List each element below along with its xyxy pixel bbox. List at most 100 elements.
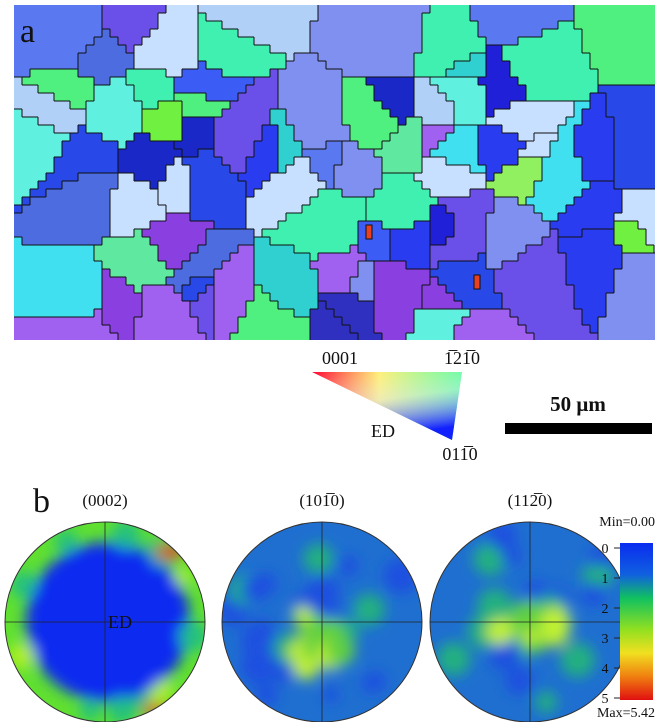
grain-cell [78, 69, 87, 78]
grain-cell [382, 77, 391, 86]
grain-cell [598, 301, 607, 310]
grain-cell [390, 253, 399, 262]
grain-cell [86, 333, 95, 342]
grain-cell [70, 29, 79, 38]
grain-cell [518, 261, 527, 270]
grain-cell [246, 149, 255, 158]
grain-cell [270, 45, 279, 54]
grain-cell [22, 157, 31, 166]
grain-cell [150, 245, 159, 254]
grain-cell [278, 5, 287, 14]
grain-cell [334, 13, 343, 22]
grain-cell [286, 53, 295, 62]
grain-cell [614, 133, 623, 142]
grain-cell [558, 93, 567, 102]
grain-cell [134, 5, 143, 14]
grain-cell [582, 157, 591, 166]
grain-cell [526, 85, 535, 94]
grain-cell [606, 245, 615, 254]
grain-cell [174, 333, 183, 342]
grain-cell [382, 293, 391, 302]
grain-cell [622, 13, 631, 22]
grain-cell [238, 53, 247, 62]
grain-cell [334, 157, 343, 166]
grain-cell [630, 333, 639, 342]
grain-cell [582, 13, 591, 22]
grain-cell [598, 77, 607, 86]
grain-cell [414, 325, 423, 334]
grain-cell [78, 325, 87, 334]
grain-cell [502, 245, 511, 254]
grain-cell [566, 245, 575, 254]
grain-cell [86, 61, 95, 70]
grain-cell [214, 149, 223, 158]
grain-cell [62, 93, 71, 102]
grain-cell [574, 237, 583, 246]
grain-cell [590, 205, 599, 214]
grain-cell [430, 29, 439, 38]
grain-cell [574, 37, 583, 46]
grain-cell [150, 21, 159, 30]
grain-cell [142, 125, 151, 134]
grain-cell [142, 213, 151, 222]
grain-cell [502, 285, 511, 294]
grain-cell [86, 29, 95, 38]
grain-cell [62, 109, 71, 118]
grain-cell [398, 189, 407, 198]
grain-cell [502, 165, 511, 174]
grain-cell [182, 125, 191, 134]
grain-cell [78, 189, 87, 198]
grain-cell [374, 221, 383, 230]
grain-cell [502, 141, 511, 150]
grain-cell [374, 149, 383, 158]
grain-cell [318, 309, 327, 318]
grain-cell [598, 229, 607, 238]
grain-cell [166, 229, 175, 238]
grain-cell [78, 125, 87, 134]
grain-cell [38, 205, 47, 214]
grain-cell [382, 53, 391, 62]
grain-cell [110, 301, 119, 310]
grain-cell [518, 45, 527, 54]
grain-cell [630, 5, 639, 14]
grain-cell [542, 61, 551, 70]
grain-cell [270, 213, 279, 222]
grain-cell [566, 165, 575, 174]
colorbar-tick-label: 2 [602, 602, 609, 617]
grain-cell [342, 29, 351, 38]
grain-cell [54, 37, 63, 46]
blob [489, 589, 507, 607]
grain-cell [470, 189, 479, 198]
grain-cell [334, 165, 343, 174]
grain-cell [406, 221, 415, 230]
grain-cell [334, 285, 343, 294]
grain-cell [54, 29, 63, 38]
grain-cell [198, 133, 207, 142]
grain-cell [582, 5, 591, 14]
grain-cell [366, 13, 375, 22]
grain-cell [582, 325, 591, 334]
grain-cell [182, 141, 191, 150]
grain-cell [382, 237, 391, 246]
grain-cell [350, 285, 359, 294]
grain-cell [222, 101, 231, 110]
grain-cell [374, 301, 383, 310]
grain-cell [318, 205, 327, 214]
grain-cell [630, 141, 639, 150]
grain-cell [526, 229, 535, 238]
grain-cell [646, 333, 655, 342]
grain-cell [94, 133, 103, 142]
grain-cell [94, 149, 103, 158]
grain-cell [310, 85, 319, 94]
grain-cell [134, 237, 143, 246]
grain-cell [630, 157, 639, 166]
grain-cell [54, 301, 63, 310]
grain-cell [46, 157, 55, 166]
grain-cell [246, 117, 255, 126]
grain-cell [486, 157, 495, 166]
grain-cell [94, 61, 103, 70]
grain-cell [174, 269, 183, 278]
grain-cell [86, 181, 95, 190]
grain-cell [54, 213, 63, 222]
grain-cell [30, 317, 39, 326]
